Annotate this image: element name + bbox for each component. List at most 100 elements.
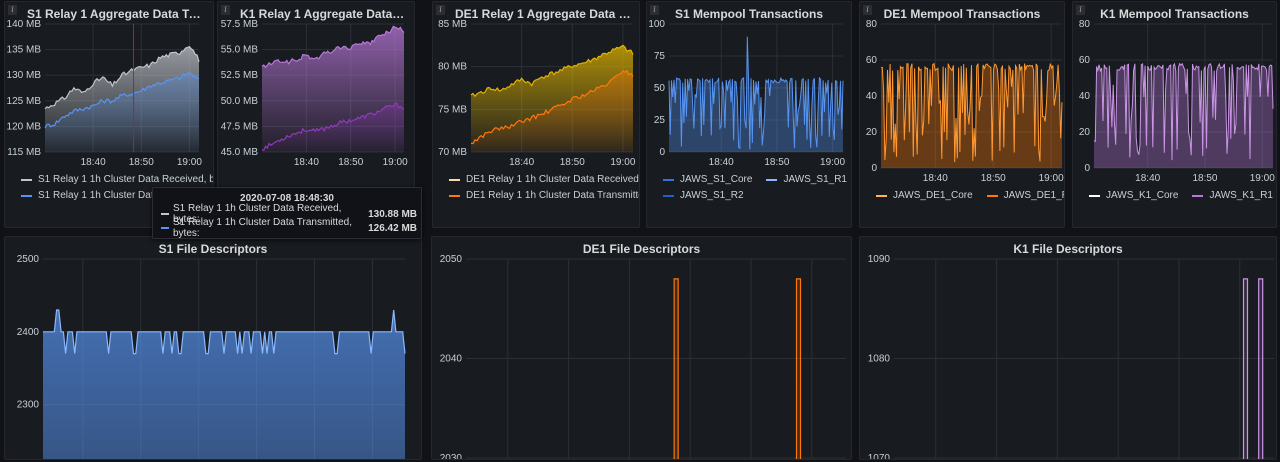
legend-item[interactable]: S1 Relay 1 1h Cluster Data Received, byt… [21, 172, 213, 188]
series-area [471, 70, 633, 152]
series-area [669, 36, 843, 152]
x-tick-label: 18:50 [338, 157, 363, 168]
tooltip-series-name: S1 Relay 1 1h Cluster Data Transmitted, … [173, 217, 352, 239]
panel-title[interactable]: S1 File Descriptors [158, 242, 268, 256]
series-line[interactable] [880, 62, 1063, 163]
x-tick-label: 18:50 [981, 173, 1006, 184]
legend-item[interactable]: JAWS_DE1_R1 [986, 188, 1064, 204]
legend-row: JAWS_DE1_Core JAWS_DE1_R1 [876, 188, 1064, 204]
legend: JAWS_S1_Core JAWS_S1_R1 JAWS_S1_R2 [663, 172, 847, 204]
legend-item[interactable]: JAWS_S1_R2 [663, 188, 744, 204]
chart-svg[interactable]: 0 25 50 75 100 18:40 18:50 19:00 [647, 2, 851, 227]
panel-k1-mempool[interactable]: i K1 Mempool Transactions 0 20 40 60 80 18:40… [1072, 1, 1277, 228]
y-tick-label: 140 MB [7, 19, 42, 30]
legend-swatch [21, 179, 32, 181]
legend-label: DE1 Relay 1 1h Cluster Data Transmitted,… [466, 190, 639, 201]
y-tick-label: 0 [659, 147, 665, 158]
y-tick-label: 25 [654, 115, 666, 126]
legend-row: S1 Relay 1 1h Cluster Data Received, byt… [21, 172, 213, 188]
y-tick-label: 52.5 MB [221, 70, 259, 81]
legend-item[interactable]: JAWS_S1_Core [663, 172, 752, 188]
series-line[interactable] [44, 45, 200, 110]
chart-svg[interactable]: 0 20 40 60 80 18:40 18:50 19:00 [860, 2, 1064, 227]
tooltip-series-value: 130.88 MB [368, 208, 417, 220]
series-line[interactable] [668, 36, 844, 150]
info-icon[interactable]: i [436, 5, 445, 15]
series-line[interactable] [44, 72, 200, 129]
legend: S1 Relay 1 1h Cluster Data Received, byt… [21, 172, 213, 204]
tooltip-swatch [161, 213, 169, 215]
panel-title[interactable]: S1 Mempool Transactions [674, 7, 824, 21]
legend-row: JAWS_S1_R2 [663, 188, 847, 204]
x-tick-label: 18:40 [1135, 173, 1160, 184]
y-tick-label: 115 MB [7, 147, 41, 158]
legend-swatch [1192, 195, 1204, 197]
panel-de1-file-descriptors[interactable]: DE1 File Descriptors 2010202020302040205… [431, 236, 852, 460]
legend-swatch [876, 195, 887, 197]
series-line[interactable] [261, 102, 405, 152]
y-tick-label: 1090 [868, 254, 891, 265]
chart-svg[interactable]: 1050106010701080109018:3518:4018:4518:50… [860, 237, 1276, 459]
legend-item[interactable]: S1 Relay 1 1h Cluster Data Transmitted, … [21, 188, 213, 204]
y-tick-label: 40 [1079, 91, 1091, 102]
y-tick-label: 57.5 MB [221, 19, 259, 30]
legend-row: JAWS_S1_Core JAWS_S1_R1 [663, 172, 847, 188]
y-tick-label: 85 MB [438, 19, 467, 30]
series-area [45, 72, 199, 152]
legend-item[interactable]: JAWS_K1_R1 [1192, 188, 1273, 204]
panel-title[interactable]: DE1 Mempool Transactions [883, 7, 1041, 21]
chart-svg[interactable]: 20002100220023002400250018:3518:4018:451… [5, 237, 421, 459]
series-line[interactable] [466, 278, 846, 459]
series-line[interactable] [470, 44, 634, 98]
info-icon[interactable]: i [8, 5, 17, 15]
panel-de1-mempool[interactable]: i DE1 Mempool Transactions 0 20 40 60 80 18:4… [859, 1, 1065, 228]
y-tick-label: 47.5 MB [221, 121, 259, 132]
chart-svg[interactable]: 70 MB 75 MB 80 MB 85 MB 18:40 18:50 19:00 [433, 2, 639, 227]
panel-s1-relay[interactable]: i S1 Relay 1 Aggregate Data Transf... 11… [4, 1, 214, 228]
series-line[interactable] [43, 309, 406, 355]
legend-row: S1 Relay 1 1h Cluster Data Transmitted, … [21, 188, 213, 204]
chart-svg[interactable]: 2010202020302040205018:3518:4018:4518:50… [432, 237, 851, 459]
legend-item[interactable]: DE1 Relay 1 1h Cluster Data Received, by… [449, 172, 639, 188]
y-tick-label: 55.0 MB [221, 45, 259, 56]
panel-de1-relay[interactable]: i DE1 Relay 1 Aggregate Data Trans... 70… [432, 1, 640, 228]
info-icon[interactable]: i [1076, 5, 1085, 15]
panel-title[interactable]: K1 File Descriptors [1013, 242, 1123, 256]
legend-label: JAWS_S1_R2 [680, 190, 744, 201]
panel-s1-mempool[interactable]: i S1 Mempool Transactions 0 25 50 75 100 18:4… [646, 1, 852, 228]
legend-row: JAWS_K1_Core JAWS_K1_R1 [1089, 188, 1273, 204]
series-line[interactable] [470, 69, 634, 145]
x-tick-label: 19:00 [610, 157, 635, 168]
info-icon[interactable]: i [863, 5, 872, 15]
tooltip-series-value: 126.42 MB [368, 222, 417, 234]
y-tick-label: 40 [866, 91, 878, 102]
series-line[interactable] [261, 25, 405, 69]
legend-item[interactable]: DE1 Relay 1 1h Cluster Data Transmitted,… [449, 188, 639, 204]
chart-svg[interactable]: 115 MB 120 MB 125 MB 130 MB 135 MB 140 MB 18:4… [5, 2, 213, 227]
legend-label: JAWS_S1_Core [680, 174, 753, 185]
panel-s1-file-descriptors[interactable]: S1 File Descriptors 20002100220023002400… [4, 236, 422, 460]
y-tick-label: 45.0 MB [221, 147, 259, 158]
y-tick-label: 80 [1079, 19, 1091, 30]
y-tick-label: 0 [1084, 163, 1090, 174]
legend-swatch [663, 195, 674, 197]
chart-svg[interactable]: 0 20 40 60 80 18:40 18:50 19:00 [1073, 2, 1276, 227]
tooltip-row: S1 Relay 1 1h Cluster Data Transmitted, … [153, 217, 421, 239]
series-area [881, 63, 1062, 168]
x-tick-label: 18:40 [923, 173, 948, 184]
x-tick-label: 18:40 [294, 157, 319, 168]
tooltip-row: S1 Relay 1 1h Cluster Data Received, byt… [153, 203, 421, 225]
panel-title[interactable]: DE1 File Descriptors [582, 242, 701, 256]
panel-k1-file-descriptors[interactable]: K1 File Descriptors 10501060107010801090… [859, 236, 1277, 460]
series-line[interactable] [894, 278, 1274, 459]
legend-item[interactable]: JAWS_K1_Core [1089, 188, 1178, 204]
chart-svg[interactable]: 45.0 MB 47.5 MB 50.0 MB 52.5 MB 55.0 MB 57.5 … [218, 2, 414, 227]
legend-item[interactable]: JAWS_DE1_Core [876, 188, 973, 204]
info-icon[interactable]: i [650, 5, 659, 15]
panel-title[interactable]: K1 Mempool Transactions [1100, 7, 1249, 21]
series-line[interactable] [1093, 62, 1274, 161]
legend-row: DE1 Relay 1 1h Cluster Data Transmitted,… [449, 188, 639, 204]
legend-label: JAWS_K1_R1 [1209, 190, 1273, 201]
info-icon[interactable]: i [221, 5, 230, 15]
legend-item[interactable]: JAWS_S1_R1 [766, 172, 847, 188]
